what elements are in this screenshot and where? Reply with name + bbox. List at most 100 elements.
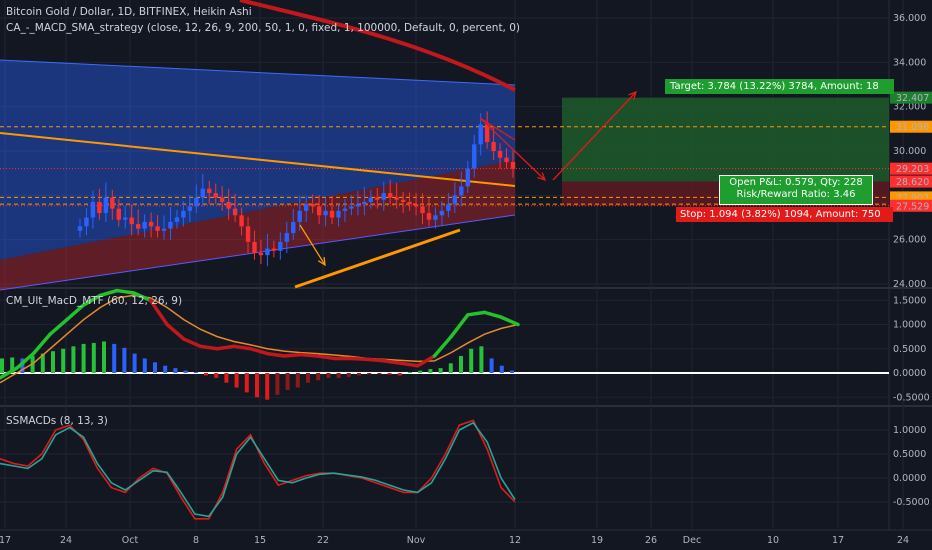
candle-body bbox=[194, 197, 199, 207]
price-tag-label: 28.620 bbox=[896, 177, 929, 188]
macd-histogram-bar bbox=[438, 368, 443, 373]
macd-line bbox=[248, 347, 270, 356]
macd-histogram-bar bbox=[102, 341, 106, 373]
price-tag-label: 29.203 bbox=[896, 164, 929, 175]
macd-line bbox=[165, 322, 186, 341]
arrow-red-short bbox=[479, 117, 516, 141]
y-tick-label: 36.000 bbox=[893, 13, 926, 24]
macd-line bbox=[0, 366, 19, 380]
candle-body bbox=[110, 197, 115, 209]
trendline-orange bbox=[0, 132, 516, 187]
macd-histogram-bar bbox=[469, 348, 474, 373]
candle-body bbox=[200, 188, 205, 198]
y-tick-label: 30.000 bbox=[893, 146, 926, 157]
macd-histogram-bar bbox=[428, 369, 433, 373]
candle-body bbox=[323, 210, 328, 216]
candle-body bbox=[258, 252, 264, 256]
candle-body bbox=[355, 204, 361, 207]
macd-line bbox=[14, 351, 36, 370]
macd-histogram-bar bbox=[408, 372, 412, 373]
macd-line bbox=[315, 354, 336, 361]
macd-line bbox=[198, 344, 219, 351]
macd-histogram-bar bbox=[173, 368, 178, 373]
y-tick-label: 34.000 bbox=[893, 57, 926, 68]
x-tick-label: Dec bbox=[683, 535, 701, 546]
sma-200-line bbox=[239, 0, 516, 92]
price-tag-label: 27.529 bbox=[896, 201, 929, 212]
y-tick-label: 0.5000 bbox=[893, 344, 926, 355]
x-tick-label: 26 bbox=[645, 535, 657, 546]
macd-line bbox=[466, 310, 487, 317]
pane3-title: SSMACDs (8, 13, 3) bbox=[6, 415, 108, 427]
macd-histogram-bar bbox=[214, 373, 219, 378]
channel-top-line bbox=[0, 59, 516, 86]
y-tick-label: -0.5000 bbox=[893, 497, 930, 508]
candle-body bbox=[472, 144, 477, 169]
macd-histogram-bar bbox=[142, 358, 147, 373]
candle-body bbox=[336, 210, 341, 218]
arrow-orange-head bbox=[317, 256, 326, 267]
macd-histogram-bar bbox=[132, 353, 137, 373]
macd-histogram-bar bbox=[51, 351, 55, 373]
candle-body bbox=[219, 197, 225, 202]
x-tick-label: 22 bbox=[317, 535, 329, 546]
candle-body bbox=[226, 201, 231, 209]
pnl-box: Open P&L: 0.579, Qty: 228 Risk/Reward Ra… bbox=[719, 175, 873, 205]
candle-body bbox=[135, 224, 141, 229]
candle-body bbox=[388, 193, 393, 198]
trendline-support bbox=[294, 228, 461, 289]
macd-histogram-bar bbox=[40, 353, 45, 373]
price-tag-bg bbox=[890, 199, 932, 212]
candle-body bbox=[97, 201, 102, 214]
macd-histogram-bar bbox=[306, 373, 310, 383]
macd-histogram-bar bbox=[316, 373, 321, 381]
candle-body bbox=[116, 208, 121, 220]
macd-line bbox=[148, 298, 169, 327]
macd-line bbox=[81, 293, 103, 307]
candle-body bbox=[168, 221, 173, 229]
candle-body bbox=[239, 215, 244, 227]
macd-line bbox=[382, 359, 403, 366]
candle-body bbox=[207, 188, 212, 194]
macd-histogram-bar bbox=[81, 343, 86, 373]
macd-histogram-bar bbox=[244, 373, 249, 393]
macd-histogram-bar bbox=[71, 346, 76, 373]
ssmacd-teal-line bbox=[0, 421, 516, 518]
y-tick-label: 32.000 bbox=[893, 102, 926, 113]
rr-label: Risk/Reward Ratio: 3.46 bbox=[736, 189, 856, 200]
price-tag-label: 31.096 bbox=[896, 122, 929, 133]
candle-body bbox=[129, 217, 134, 225]
y-tick-label: -0.5000 bbox=[893, 392, 930, 403]
candle-body bbox=[278, 241, 283, 251]
y-tick-label: 0.0000 bbox=[893, 473, 926, 484]
macd-line bbox=[415, 354, 437, 368]
macd-line bbox=[349, 356, 370, 362]
arrow-red-down bbox=[479, 117, 546, 181]
candle-body bbox=[504, 157, 509, 163]
candle-body bbox=[452, 195, 458, 205]
chart-title: Bitcoin Gold / Dollar, 1D, BITFINEX, Hei… bbox=[6, 6, 252, 18]
macd-histogram-bar bbox=[153, 362, 157, 373]
macd-line bbox=[265, 351, 286, 358]
macd-line bbox=[299, 352, 320, 358]
x-tick-label: 24 bbox=[60, 535, 72, 546]
macd-histogram-bar bbox=[448, 363, 453, 373]
macd-histogram-bar bbox=[204, 373, 208, 376]
stop-label: Stop: 1.094 (3.82%) 1094, Amount: 750 bbox=[676, 207, 893, 222]
candle-body bbox=[446, 204, 451, 211]
candle-body bbox=[252, 241, 257, 253]
x-tick-label: 8 bbox=[193, 535, 199, 546]
candle-body bbox=[148, 221, 154, 227]
macd-line bbox=[65, 303, 86, 322]
y-tick-label: 26.000 bbox=[893, 235, 926, 246]
candle-body bbox=[439, 210, 445, 216]
macd-histogram-bar bbox=[193, 372, 198, 373]
channel-bottom-line bbox=[0, 214, 516, 291]
macd-histogram-bar bbox=[234, 373, 239, 388]
candle-body bbox=[232, 208, 238, 216]
macd-histogram-bar bbox=[387, 373, 392, 375]
candle-body bbox=[375, 197, 380, 200]
macd-histogram-bar bbox=[336, 373, 341, 378]
